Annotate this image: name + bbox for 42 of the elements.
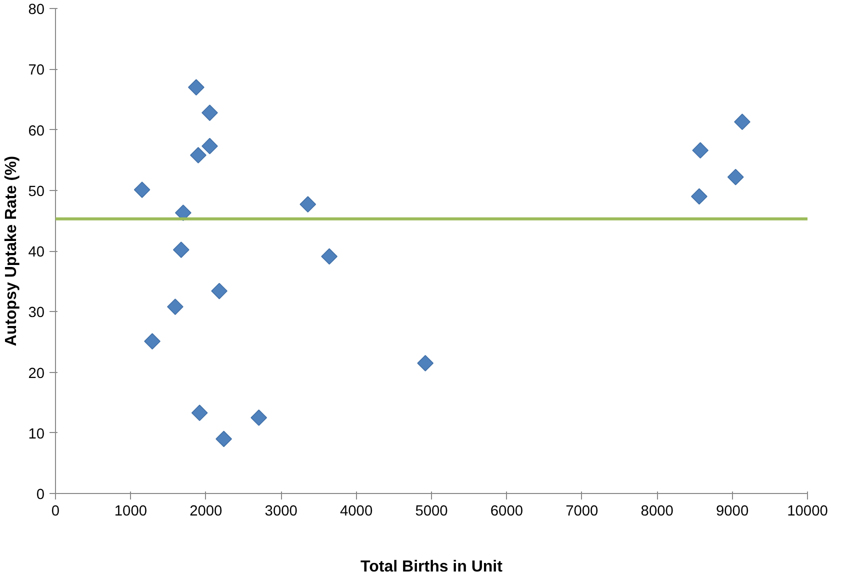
x-tick-label: 6000 [490,504,524,520]
point [134,182,150,198]
x-axis-title: Total Births in Unit [360,558,504,576]
y-tick-label: 60 [28,123,45,140]
point [190,147,206,164]
point [300,196,316,212]
point [250,410,268,426]
y-tick-label: 80 [28,2,45,18]
x-tick-label: 3000 [264,504,298,520]
y-axis-title: Autopsy Uptake Rate (%) [3,156,20,346]
y-tick-label: 20 [28,366,45,382]
y-tick-label: 40 [28,244,45,260]
point [188,79,204,96]
x-tick-label: 9000 [716,504,749,520]
point [172,242,190,258]
x-tick-label: 4000 [340,504,373,520]
y-tick-label: 50 [28,184,45,200]
point [417,354,434,372]
point [167,298,184,315]
point [321,248,338,265]
point [691,188,708,205]
y-tick-label: 30 [28,305,45,322]
point [202,138,218,154]
x-tick-label: 1000 [114,504,148,520]
x-tick-label: 7000 [566,504,598,520]
point [211,282,228,300]
x-tick-label: 2000 [190,504,222,520]
y-tick-label: 70 [28,62,45,79]
y-tick-label: 10 [28,426,45,442]
point [144,333,160,350]
x-tick-label: 0 [51,504,60,520]
point [727,168,744,186]
point [175,204,192,221]
y-tick-label: 0 [36,487,45,503]
point [216,430,232,448]
point [191,404,208,422]
x-tick-label: 8000 [640,504,674,520]
point [734,114,750,130]
point [692,142,709,159]
x-tick-label: 5000 [415,504,448,520]
point [202,104,218,121]
x-tick-label: 10000 [787,504,828,520]
